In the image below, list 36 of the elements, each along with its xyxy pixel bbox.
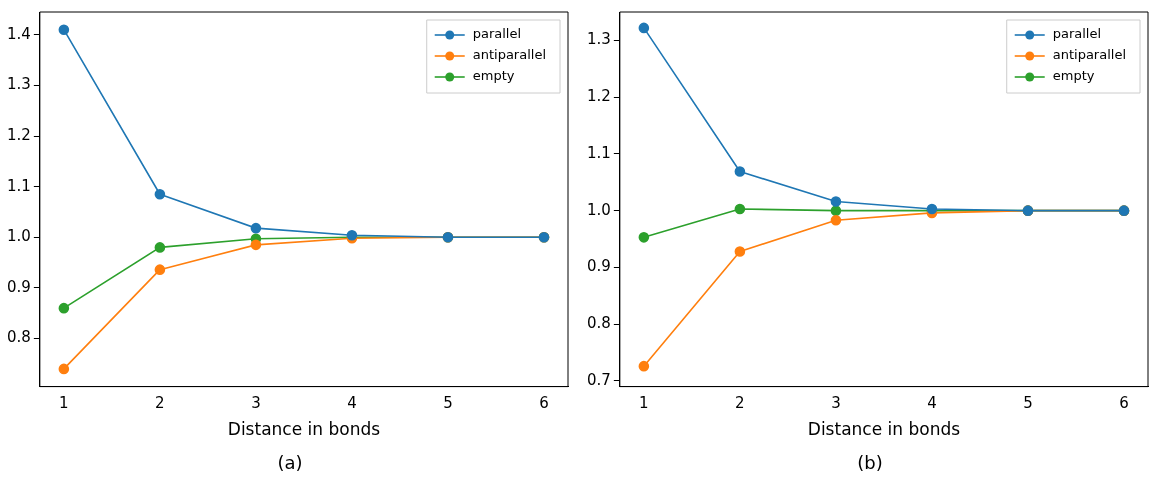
legend-label: empty — [1052, 68, 1095, 84]
y-tick-label: 0.9 — [587, 257, 611, 276]
y-tick-label: 0.9 — [7, 277, 31, 296]
legend-label: antiparallel — [472, 47, 546, 63]
y-tick-label: 1.0 — [7, 227, 31, 246]
legend-label: parallel — [1052, 26, 1102, 42]
x-tick-label: 5 — [443, 394, 453, 413]
x-axis-title: Distance in bonds — [227, 419, 381, 440]
x-tick-label: 2 — [155, 394, 165, 413]
x-tick-label: 6 — [1119, 394, 1129, 413]
text: (a) — [276, 452, 304, 473]
y-tick-label: 0.7 — [587, 370, 611, 389]
x-tick-label: 2 — [735, 394, 745, 413]
text: (b) — [856, 452, 884, 473]
y-tick-label: 1.1 — [7, 176, 31, 195]
y-tick-label: 1.4 — [7, 24, 31, 43]
x-tick-label: 3 — [251, 394, 261, 413]
x-tick-label: 6 — [539, 394, 549, 413]
x-tick-label: 1 — [59, 394, 69, 413]
x-tick-label: 3 — [831, 394, 841, 413]
y-tick-label: 1.3 — [7, 75, 31, 94]
legend-label: parallel — [472, 26, 522, 42]
y-tick-label: 1.2 — [587, 87, 611, 106]
x-tick-label: 5 — [1023, 394, 1033, 413]
y-tick-label: 1.2 — [7, 125, 31, 144]
x-tick-label: 4 — [347, 394, 357, 413]
x-tick-label: 4 — [927, 394, 937, 413]
y-tick-label: 1.3 — [587, 30, 611, 49]
y-tick-label: 1.0 — [587, 200, 611, 219]
x-tick-label: 1 — [639, 394, 649, 413]
x-axis-title: Distance in bonds — [807, 419, 961, 440]
y-tick-label: 0.8 — [7, 328, 31, 347]
legend-label: empty — [472, 68, 515, 84]
legend-label: antiparallel — [1052, 47, 1126, 63]
y-tick-label: 0.8 — [587, 314, 611, 333]
y-tick-label: 1.1 — [587, 143, 611, 162]
